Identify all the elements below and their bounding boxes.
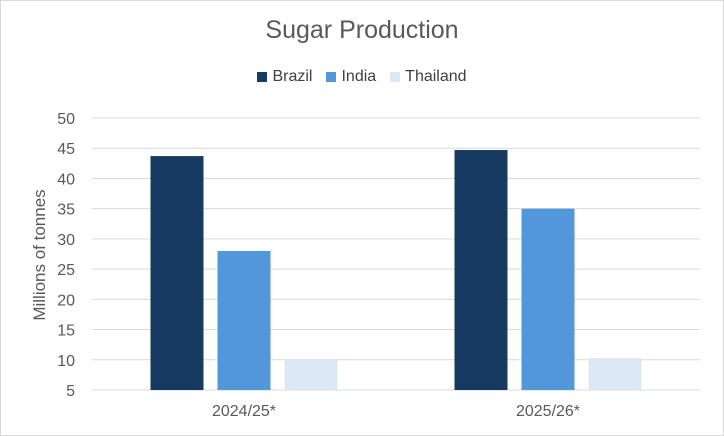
x-tick-label: 2024/25*: [212, 403, 276, 420]
y-tick-label: 5: [66, 383, 75, 400]
bar-brazil-0: [150, 156, 204, 390]
bar-india-1: [521, 208, 575, 390]
legend-swatch-thailand: [390, 72, 401, 82]
chart-title: Sugar Production: [265, 16, 459, 44]
y-axis-title: Millions of tonnes: [30, 189, 49, 320]
bar-india-0: [217, 250, 271, 390]
legend-label-india: India: [341, 68, 377, 85]
y-tick-label: 40: [57, 171, 75, 188]
bar-thailand-1: [588, 357, 642, 390]
y-tick-label: 10: [57, 353, 75, 370]
y-tick-label: 50: [57, 111, 75, 128]
legend-item-thailand: Thailand: [390, 68, 467, 86]
y-tick-label: 15: [57, 323, 75, 340]
legend-swatch-brazil: [257, 72, 268, 82]
legend-label-thailand: Thailand: [405, 68, 467, 85]
y-tick-label: 30: [57, 232, 75, 249]
legend-item-india: India: [326, 68, 376, 86]
legend-swatch-india: [326, 72, 337, 82]
legend-label-brazil: Brazil: [272, 68, 313, 85]
y-tick-labels: 50 45 40 35 30 25 20 15 10 5: [57, 111, 75, 400]
legend: Brazil India Thailand: [0, 68, 724, 86]
bar-thailand-0: [284, 359, 338, 390]
x-tick-labels: 2024/25* 2025/26*: [212, 403, 580, 420]
y-tick-label: 25: [57, 262, 75, 279]
bars: [150, 150, 642, 390]
legend-item-brazil: Brazil: [257, 68, 312, 86]
x-tick-label: 2025/26*: [516, 403, 580, 420]
y-tick-label: 45: [57, 141, 75, 158]
bar-brazil-1: [454, 150, 508, 390]
y-tick-label: 35: [57, 202, 75, 219]
y-tick-label: 20: [57, 292, 75, 309]
